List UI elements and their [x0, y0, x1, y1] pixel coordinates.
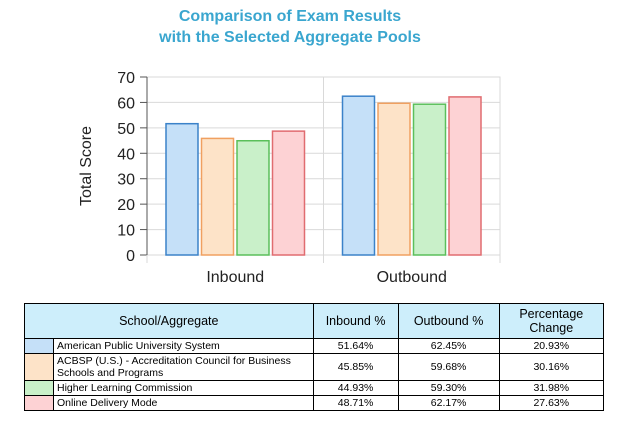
row-name: Online Delivery Mode [53, 395, 314, 411]
chart-title: Comparison of Exam Results with the Sele… [0, 6, 580, 48]
header-school-aggregate: School/Aggregate [24, 303, 314, 339]
bar [377, 102, 411, 256]
table-row: ACBSP (U.S.) - Accreditation Council for… [24, 353, 605, 381]
bar-chart: 0 10 20 30 40 50 60 70 Total Score Inbound Outboun… [78, 70, 501, 286]
table-row: American Public University System 51.64%… [24, 338, 605, 354]
row-inbound: 48.71% [312, 395, 399, 411]
bar [271, 130, 306, 256]
y-tick-label: 60 [117, 95, 135, 112]
y-tick-label: 10 [117, 223, 135, 240]
y-tick-label: 50 [117, 121, 135, 138]
legend-swatch-hlc [24, 380, 54, 396]
row-name: Higher Learning Commission [53, 380, 314, 396]
row-inbound: 51.64% [312, 338, 399, 354]
bar [448, 96, 482, 256]
y-tick-label: 20 [117, 197, 135, 214]
header-percentage-change: Percentage Change [498, 303, 605, 339]
table-row: Higher Learning Commission 44.93% 59.30%… [24, 380, 605, 396]
bar [341, 95, 376, 256]
row-outbound: 59.30% [397, 380, 500, 396]
results-table: School/Aggregate Inbound % Outbound % Pe… [24, 303, 605, 411]
row-name: American Public University System [53, 338, 314, 354]
row-name: ACBSP (U.S.) - Accreditation Council for… [53, 353, 314, 381]
bar [236, 139, 270, 256]
row-outbound: 62.17% [397, 395, 500, 411]
row-change: 20.93% [498, 338, 605, 354]
row-inbound: 45.85% [312, 353, 399, 381]
bar [165, 122, 199, 256]
header-outbound: Outbound % [397, 303, 500, 339]
legend-swatch-apus [24, 338, 54, 354]
row-change: 31.98% [498, 380, 605, 396]
y-tick-label: 40 [117, 146, 135, 163]
row-change: 30.16% [498, 353, 605, 381]
header-inbound: Inbound % [312, 303, 399, 339]
legend-swatch-acbsp [24, 353, 54, 381]
y-axis-label: Total Score [78, 126, 95, 206]
table-header-row: School/Aggregate Inbound % Outbound % Pe… [24, 303, 605, 339]
row-outbound: 59.68% [397, 353, 500, 381]
chart-title-line-1: Comparison of Exam Results [178, 8, 402, 25]
bar [412, 103, 447, 256]
y-tick-label: 30 [117, 172, 135, 189]
table-row: Online Delivery Mode 48.71% 62.17% 27.63… [24, 395, 605, 411]
bar [200, 137, 235, 256]
legend-swatch-online [24, 395, 54, 411]
row-inbound: 44.93% [312, 380, 399, 396]
x-tick-label: Inbound [206, 269, 264, 286]
chart-title-line-2: with the Selected Aggregate Pools [159, 29, 421, 46]
x-tick-label: Outbound [377, 269, 447, 286]
y-tick-label: 0 [126, 248, 135, 265]
y-tick-label: 70 [117, 70, 135, 87]
row-change: 27.63% [498, 395, 605, 411]
row-outbound: 62.45% [397, 338, 500, 354]
